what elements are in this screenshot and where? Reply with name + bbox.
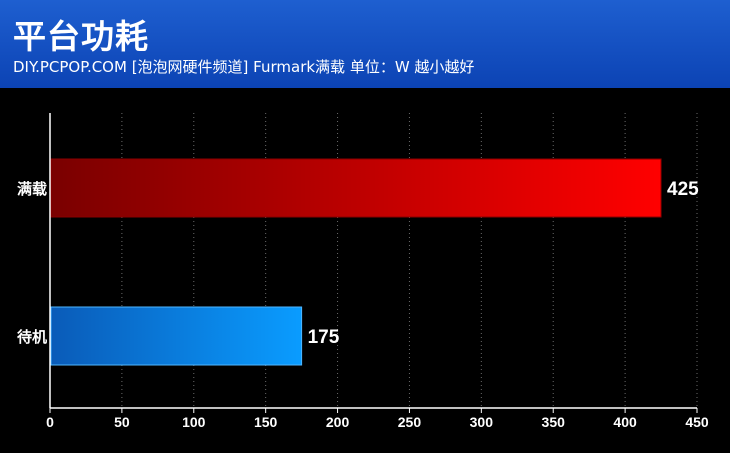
bar-idle <box>50 306 303 366</box>
x-tick-label: 100 <box>182 414 206 430</box>
x-tick-label: 350 <box>542 414 566 430</box>
x-tick-label: 400 <box>613 414 637 430</box>
value-label: 425 <box>667 179 699 200</box>
x-tick-label: 50 <box>114 414 130 430</box>
chart-header: 平台功耗 DIY.PCPOP.COM [泡泡网硬件频道] Furmark满载 单… <box>0 0 730 88</box>
bars <box>50 158 662 366</box>
bar-chart: 0 50 100 150 200 250 300 350 400 450 满载 425 待机 175 <box>17 113 709 430</box>
x-tick-label: 200 <box>326 414 350 430</box>
category-label: 待机 <box>17 328 47 346</box>
x-tick-label: 250 <box>398 414 422 430</box>
x-tick-label: 450 <box>685 414 709 430</box>
value-label: 175 <box>308 327 340 348</box>
chart-title: 平台功耗 <box>13 17 149 56</box>
x-tick-label: 0 <box>46 414 54 430</box>
category-label: 满载 <box>17 180 47 198</box>
axes: 0 50 100 150 200 250 300 350 400 450 满载 425 待机 175 <box>17 113 709 430</box>
x-tick-label: 150 <box>254 414 278 430</box>
x-tick-label: 300 <box>470 414 494 430</box>
bar-load <box>50 158 662 218</box>
chart-area: 0 50 100 150 200 250 300 350 400 450 满载 425 待机 175 <box>0 88 730 449</box>
chart-subtitle: DIY.PCPOP.COM [泡泡网硬件频道] Furmark满载 单位：W 越… <box>13 58 475 76</box>
